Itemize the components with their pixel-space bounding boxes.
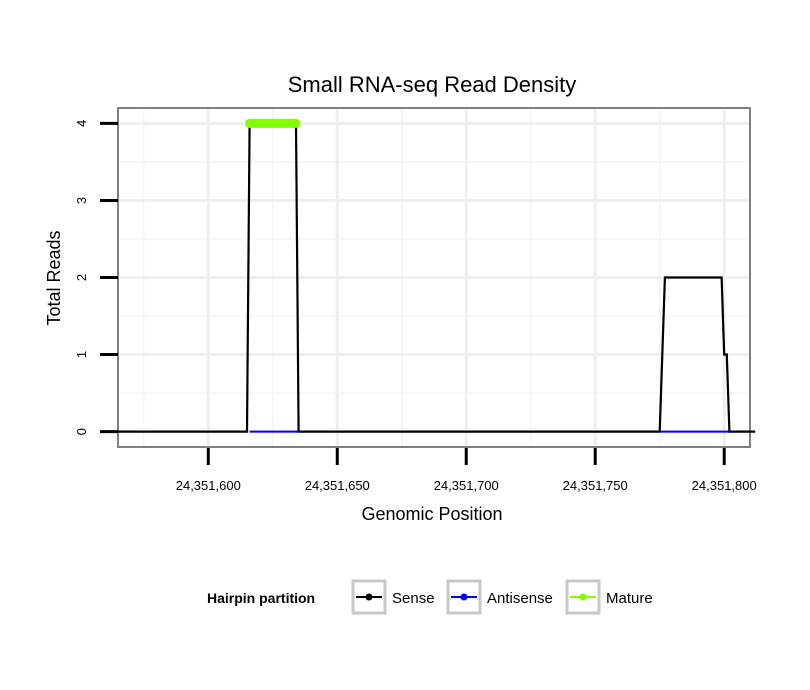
x-axis: 24,351,600 24,351,650 24,351,700 24,351,750…: [176, 448, 757, 493]
legend-title: Hairpin partition: [207, 590, 315, 606]
x-tick-label: 24,351,800: [692, 478, 757, 493]
y-tick-label: 1: [74, 351, 89, 358]
x-tick-label: 24,351,650: [305, 478, 370, 493]
y-axis-title: Total Reads: [44, 230, 64, 325]
legend: Hairpin partition Sense Antisense Mature: [207, 579, 653, 615]
legend-entry-antisense: Antisense: [446, 579, 553, 615]
legend-entry-mature: Mature: [565, 579, 653, 615]
x-tick-label: 24,351,750: [563, 478, 628, 493]
series-sense-line: [118, 122, 756, 433]
chart-title: Small RNA-seq Read Density: [288, 72, 577, 97]
legend-label-antisense: Antisense: [487, 590, 553, 607]
x-tick-label: 24,351,700: [434, 478, 499, 493]
major-gridlines: [119, 109, 749, 446]
legend-dot-mature: [579, 593, 587, 601]
legend-label-sense: Sense: [392, 590, 435, 607]
legend-entry-sense: Sense: [351, 579, 435, 615]
legend-label-mature: Mature: [606, 590, 653, 607]
y-tick-label: 0: [74, 428, 89, 435]
minor-gridlines: [119, 109, 749, 446]
legend-dot-sense: [365, 593, 373, 601]
y-tick-label: 4: [74, 120, 89, 127]
y-axis: 0 1 2 3 4: [74, 120, 118, 435]
x-axis-title: Genomic Position: [361, 504, 502, 524]
legend-dot-antisense: [460, 593, 468, 601]
y-tick-label: 2: [74, 274, 89, 281]
y-tick-label: 3: [74, 197, 89, 204]
series-layer: [118, 118, 756, 433]
x-tick-label: 24,351,600: [176, 478, 241, 493]
